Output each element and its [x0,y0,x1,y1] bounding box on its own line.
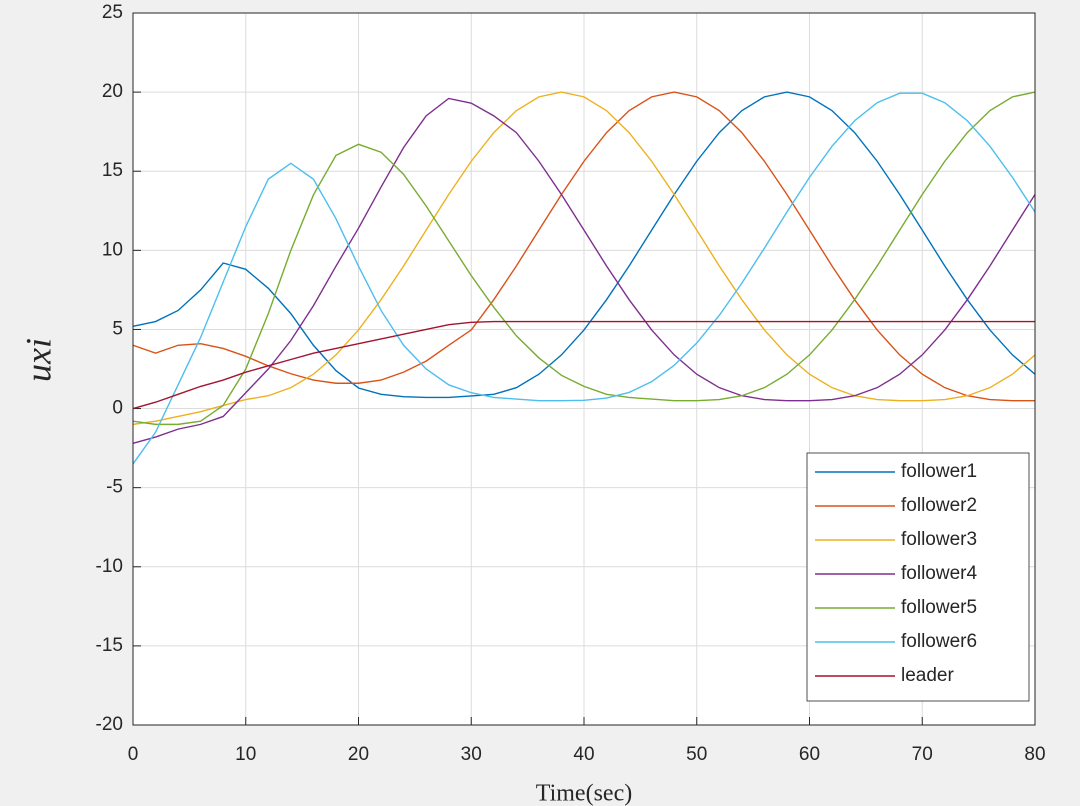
series-line [132,92,1036,465]
y-tick-label: 5 [112,318,123,339]
series-line [132,91,1035,402]
x-tick-label: 30 [461,744,482,765]
legend-label: follower3 [901,529,977,550]
y-tick-label: 0 [112,398,123,419]
series-line [132,320,1035,410]
legend-box [806,452,1030,702]
x-tick-label: 40 [573,744,594,765]
y-tick-label: 15 [102,160,123,181]
x-tick-label: 10 [235,744,256,765]
y-tick-label: 10 [102,239,123,260]
series-line [132,91,1036,426]
y-axis-label: uxi [18,338,58,382]
y-tick-label: -5 [106,477,123,498]
legend: follower1 follower2 follower3 follower4 foll… [806,452,1030,702]
series-line [132,91,1036,399]
series-line [132,91,1036,426]
x-tick-label: 60 [799,744,820,765]
x-tick-label: 80 [1024,744,1045,765]
legend-label: follower2 [901,495,977,516]
legend-label: follower4 [901,563,977,584]
legend-label: follower1 [901,461,977,482]
y-tick-label: 20 [102,81,123,102]
y-tick-label: -10 [96,556,123,577]
x-axis-label: Time(sec) [536,781,632,806]
x-tick-label: 50 [686,744,707,765]
series-line [132,97,1036,445]
y-tick-label: -15 [96,635,123,656]
legend-label: follower6 [901,631,977,652]
legend-label: follower5 [901,597,977,618]
y-tick-label: 25 [102,2,123,23]
x-tick-label: 70 [912,744,933,765]
x-tick-label: 20 [348,744,369,765]
legend-label: leader [901,665,954,686]
x-tick-label: 0 [128,744,139,765]
y-tick-label: -20 [96,714,123,735]
axes-box [132,12,1036,726]
